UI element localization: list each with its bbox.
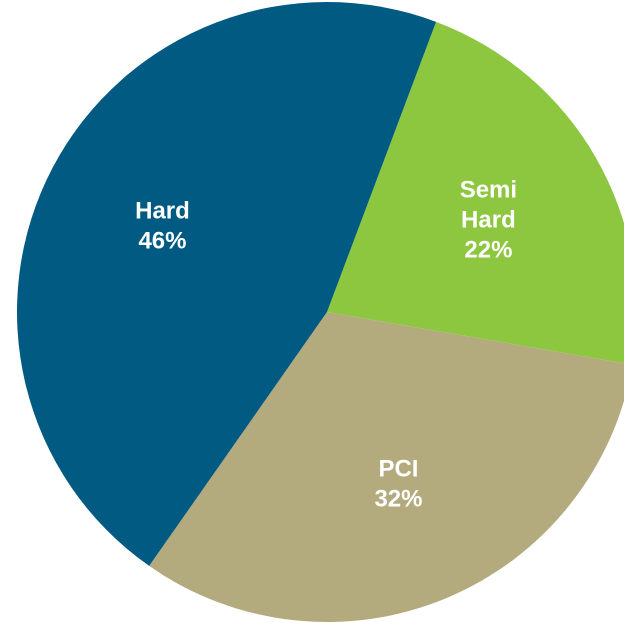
pie-slice (17, 2, 437, 566)
slice-label-line: Hard (135, 197, 190, 224)
slice-label-line: Semi (460, 177, 517, 204)
slice-value-label: 32% (374, 486, 422, 513)
slice-label: PCI (378, 456, 418, 483)
slice-label-line: Hard (461, 207, 516, 234)
pie-slice (327, 21, 624, 364)
slice-label: Semi Hard (460, 177, 517, 234)
pie-slice (149, 312, 624, 622)
slice-value-label: 46% (138, 227, 186, 254)
slice-value-label: 22% (464, 237, 512, 264)
slice-label-line: PCI (378, 456, 418, 483)
slice-label: Hard (135, 197, 190, 224)
